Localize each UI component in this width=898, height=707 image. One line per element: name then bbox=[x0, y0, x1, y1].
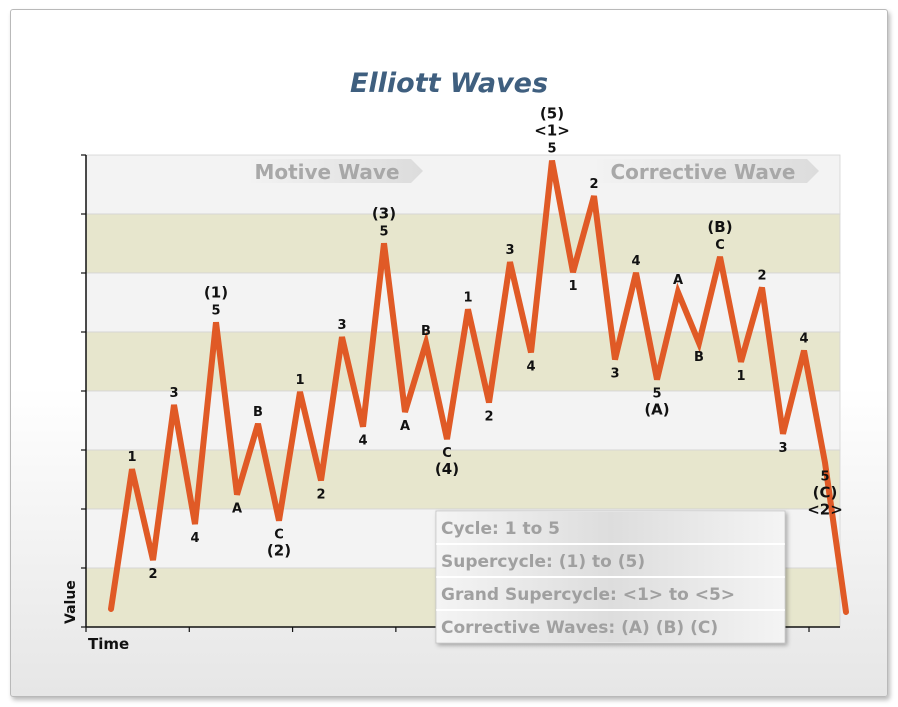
wave-point-label: 3 bbox=[505, 243, 514, 258]
wave-degree-label: (1) bbox=[204, 283, 228, 301]
wave-point-label: 1 bbox=[127, 450, 136, 465]
wave-point-label: 2 bbox=[316, 487, 325, 502]
legend-item: Grand Supercycle: <1> to <5> bbox=[441, 585, 735, 605]
grid-band bbox=[85, 213, 841, 274]
wave-point-label: 1 bbox=[463, 290, 472, 305]
wave-point-label: A bbox=[232, 502, 242, 517]
wave-point-label: 5 bbox=[379, 224, 388, 239]
wave-point-label: 2 bbox=[757, 269, 766, 284]
wave-series-line bbox=[108, 160, 849, 615]
wave-point-label: B bbox=[694, 350, 704, 365]
grid-band bbox=[85, 449, 841, 510]
corrective-wave-banner: Corrective Wave bbox=[597, 159, 819, 184]
wave-point-label: B bbox=[253, 405, 263, 420]
wave-degree-label: (3) bbox=[372, 204, 396, 222]
wave-degree-label: (A) bbox=[644, 401, 669, 419]
wave-point-label: 3 bbox=[169, 386, 178, 401]
wave-point-label: 3 bbox=[337, 318, 346, 333]
wave-point-label: A bbox=[673, 273, 683, 288]
wave-degree-label: (4) bbox=[435, 460, 459, 478]
wave-point-label: 4 bbox=[631, 254, 640, 269]
grid-band bbox=[85, 390, 841, 451]
wave-point-label: 3 bbox=[778, 441, 787, 456]
wave-point-label: B bbox=[421, 324, 431, 339]
wave-point-label: 5 bbox=[652, 387, 661, 402]
wave-point-label: 4 bbox=[799, 332, 808, 347]
wave-degree-label: <1> bbox=[534, 122, 570, 140]
motive-wave-banner: Motive Wave bbox=[251, 159, 423, 184]
motive-wave-label: Motive Wave bbox=[254, 160, 399, 184]
wave-point-label: 1 bbox=[736, 369, 745, 384]
chart-card: Elliott Waves Motive Wave Corrective Wav… bbox=[10, 9, 888, 697]
wave-point-label: 4 bbox=[358, 434, 367, 449]
wave-point-label: 5 bbox=[211, 303, 220, 318]
legend-row-background bbox=[437, 545, 784, 576]
wave-point-label: 2 bbox=[589, 177, 598, 192]
wave-banners: Motive Wave Corrective Wave bbox=[251, 159, 819, 184]
wave-point-label: A bbox=[400, 419, 410, 434]
wave-point-label: 4 bbox=[526, 359, 535, 374]
wave-point-label: C bbox=[715, 238, 725, 253]
chart-title: Elliott Waves bbox=[350, 68, 548, 99]
wave-point-label: 5 bbox=[820, 470, 829, 485]
wave-point-label: 1 bbox=[295, 373, 304, 388]
legend-row-background bbox=[437, 578, 784, 609]
legend-row-background bbox=[437, 611, 784, 642]
wave-degree-label: (C) bbox=[813, 484, 838, 502]
legend-item: Corrective Waves: (A) (B) (C) bbox=[441, 618, 718, 638]
legend-row-background bbox=[437, 512, 784, 543]
wave-point-label: 3 bbox=[610, 366, 619, 381]
elliott-wave-chart: Elliott Waves Motive Wave Corrective Wav… bbox=[63, 68, 849, 653]
legend-item: Cycle: 1 to 5 bbox=[441, 519, 560, 539]
wave-point-label: 2 bbox=[148, 567, 157, 582]
x-axis-label: Time bbox=[88, 635, 129, 653]
wave-point-labels: 12345(1)ABC(2)12345(3)ABC(4)12345<1>(5)1… bbox=[127, 105, 842, 582]
wave-degree-label: <2> bbox=[807, 501, 843, 519]
wave-degree-label: (5) bbox=[540, 105, 564, 123]
legend-item: Supercycle: (1) to (5) bbox=[441, 552, 645, 572]
wave-degree-label: (2) bbox=[267, 542, 291, 560]
legend-items: Cycle: 1 to 5 Supercycle: (1) to (5) Grand… bbox=[436, 512, 785, 642]
wave-point-label: 5 bbox=[547, 142, 556, 157]
wave-degree-label: (B) bbox=[707, 218, 732, 236]
wave-point-label: 4 bbox=[190, 531, 199, 546]
corrective-wave-label: Corrective Wave bbox=[611, 160, 796, 184]
wave-point-label: 2 bbox=[484, 410, 493, 425]
wave-point-label: 1 bbox=[568, 279, 577, 294]
wave-point-label: C bbox=[442, 446, 452, 461]
y-axis-label: Value bbox=[63, 580, 79, 624]
wave-point-label: C bbox=[274, 528, 284, 543]
